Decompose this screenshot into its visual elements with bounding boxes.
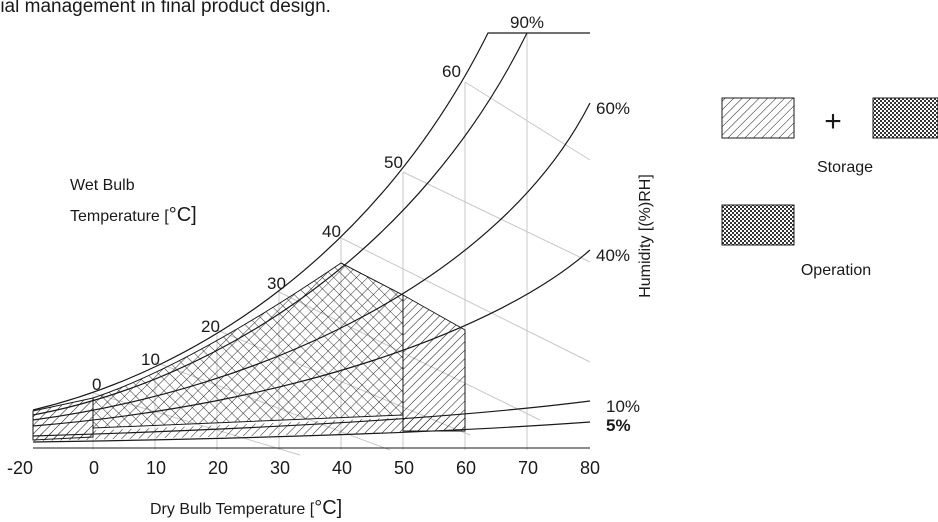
wet-bulb-temp-label: 30	[267, 274, 286, 293]
x-tick-label: 0	[89, 458, 99, 478]
x-tick-label: 50	[394, 458, 414, 478]
legend-plus-symbol: +	[824, 105, 842, 138]
rh-curves	[32, 32, 591, 443]
wet-bulb-temp-label: 50	[384, 153, 403, 172]
x-axis-label-prefix: Dry Bulb Temperature [	[150, 501, 315, 518]
wet-bulb-temp-label: 60	[442, 62, 461, 81]
wet-bulb-temp-labels: 0 10 20 30 40 50 60	[92, 62, 461, 394]
x-axis-label-unit: °C	[314, 497, 336, 519]
caption-text: rial management in final product design.	[0, 0, 331, 17]
wet-bulb-title-suffix: ]	[191, 204, 197, 226]
x-axis-label: Dry Bulb Temperature [°C]	[150, 497, 342, 519]
legend: + Storage Operation	[721, 97, 938, 279]
rh-label-40: 40%	[596, 246, 630, 265]
rh-label-90: 90%	[510, 13, 544, 32]
x-axis-label-suffix: ]	[337, 497, 343, 519]
legend-operation-label: Operation	[801, 262, 871, 279]
wet-bulb-temp-label: 20	[201, 317, 220, 336]
rh-label-10: 10%	[606, 397, 640, 416]
legend-storage-hatch-swatch	[721, 97, 795, 139]
wet-bulb-temp-label: 40	[322, 222, 341, 241]
rh-label-60: 60%	[596, 99, 630, 118]
wet-bulb-temp-label: 0	[92, 375, 101, 394]
x-tick-label: 60	[456, 458, 476, 478]
x-tick-label: 10	[146, 458, 166, 478]
x-tick-label: 40	[332, 458, 352, 478]
y-axis-label: Humidity [(%)RH]	[637, 174, 654, 298]
x-tick-labels: -20 0 10 20 30 40 50 60 70 80	[7, 458, 600, 478]
x-tick-label: 30	[270, 458, 290, 478]
x-tick-label: 80	[580, 458, 600, 478]
legend-storage-label: Storage	[817, 159, 873, 176]
wet-bulb-temp-label: 10	[141, 350, 160, 369]
wet-bulb-title-prefix: Temperature [	[70, 208, 169, 225]
wet-bulb-title-unit: °C	[169, 204, 191, 226]
wet-bulb-title-line2: Temperature [°C]	[70, 204, 197, 226]
rh-curve-labels: 90% 60% 40% 10% 5%	[510, 13, 640, 435]
x-tick-label: -20	[7, 458, 33, 478]
operation-region	[92, 262, 404, 429]
x-tick-label: 20	[208, 458, 228, 478]
legend-operation-checker-swatch	[721, 204, 795, 246]
wet-bulb-title-line1: Wet Bulb	[70, 177, 135, 194]
legend-storage-checker-swatch	[872, 97, 938, 139]
rh-label-5: 5%	[606, 416, 631, 435]
x-tick-label: 70	[518, 458, 538, 478]
